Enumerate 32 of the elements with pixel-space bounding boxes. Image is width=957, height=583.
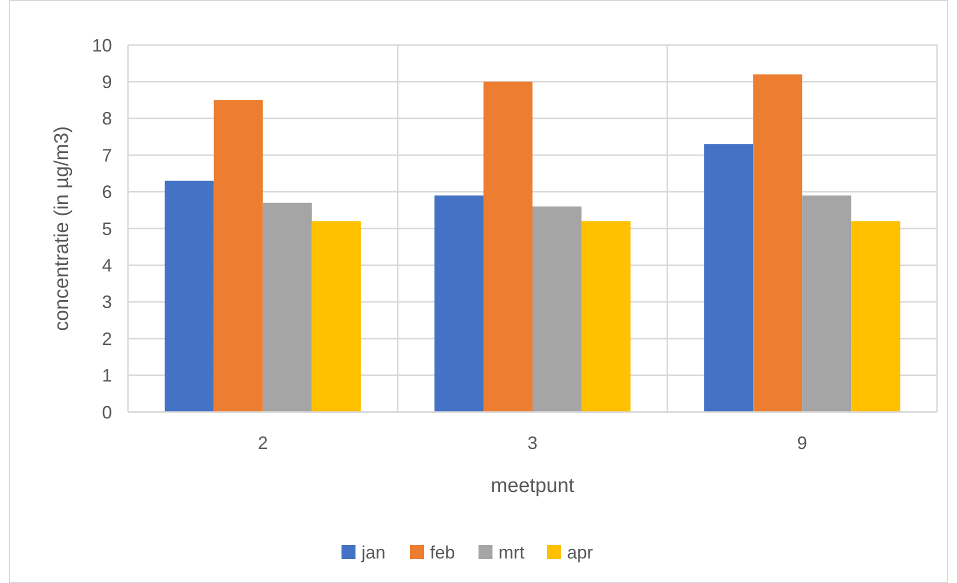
y-tick-label: 9	[102, 72, 112, 92]
y-tick-label: 4	[102, 256, 112, 276]
bar	[851, 221, 900, 412]
bar	[312, 221, 361, 412]
bar	[582, 221, 631, 412]
y-tick-label: 10	[92, 35, 112, 56]
y-tick-label: 2	[102, 328, 112, 349]
bar	[434, 195, 484, 412]
legend-label: apr	[567, 542, 594, 562]
y-tick-label: 3	[102, 292, 112, 312]
bar	[753, 74, 802, 412]
bar	[262, 202, 312, 412]
y-tick-label: 8	[102, 108, 112, 129]
bar	[164, 180, 214, 412]
y-tick-label: 5	[102, 218, 112, 239]
bar	[214, 100, 263, 412]
y-tick-label: 6	[102, 182, 112, 202]
legend-label: jan	[360, 542, 386, 562]
bar	[704, 144, 754, 412]
x-tick-label: 3	[527, 433, 538, 453]
y-tick-label: 1	[102, 366, 112, 386]
x-axis-title: meetpunt	[490, 475, 575, 497]
bar	[483, 82, 532, 412]
y-tick-label: 7	[102, 145, 112, 166]
legend-label: mrt	[498, 542, 524, 562]
y-tick-label: 0	[102, 402, 112, 422]
bar	[532, 206, 582, 412]
legend-label: feb	[430, 542, 456, 562]
x-tick-label: 9	[797, 433, 808, 453]
bar	[802, 195, 852, 412]
y-axis-title: concentratie (in µg/m3)	[51, 126, 73, 331]
x-tick-label: 2	[258, 433, 268, 453]
